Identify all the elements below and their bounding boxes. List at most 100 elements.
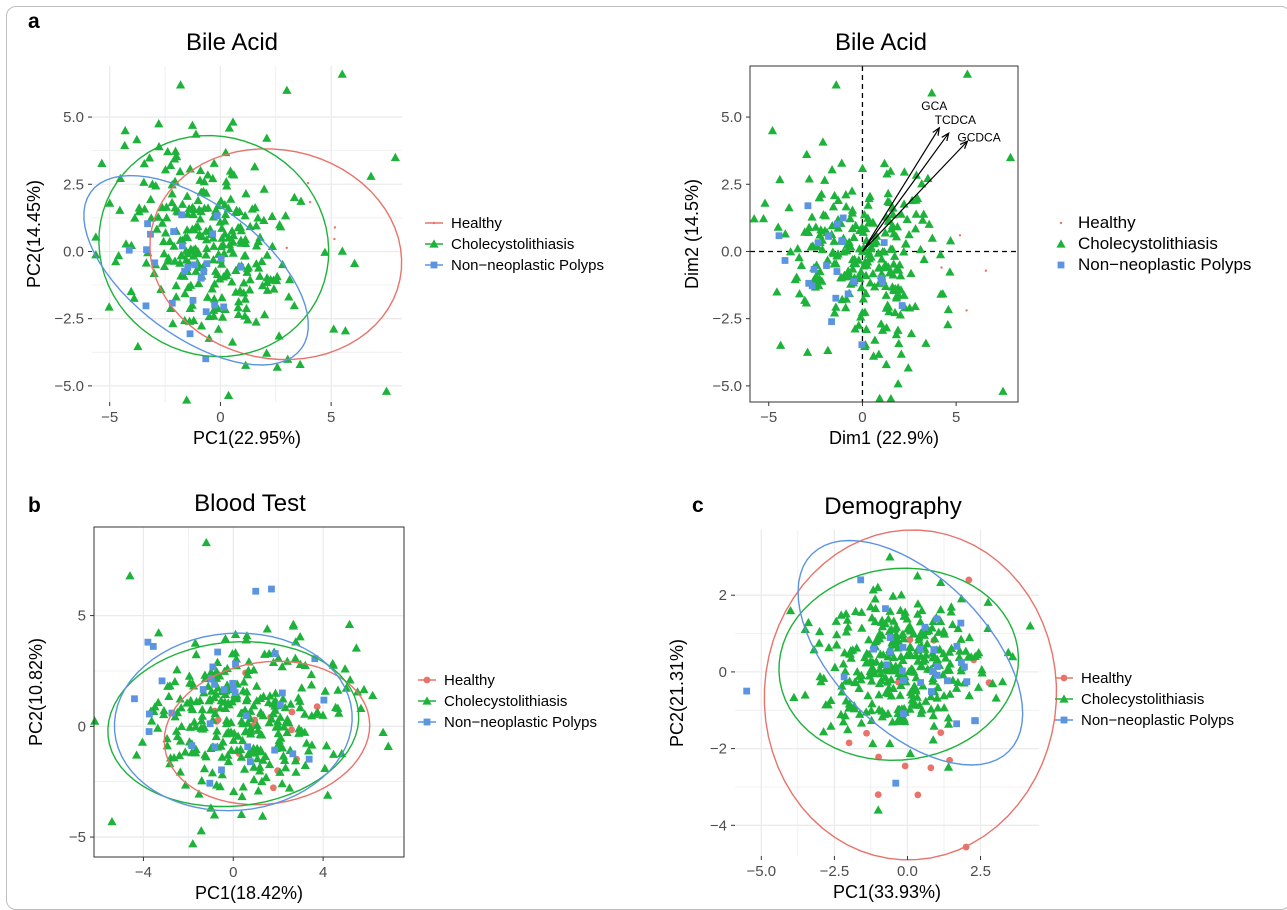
data-point [841,676,851,685]
data-point [286,699,296,708]
data-point [220,634,231,643]
data-point [237,735,248,745]
chart-title: Demography [824,493,961,520]
legend-key-marker [1059,694,1069,703]
data-point [251,317,261,326]
legend-key-marker [1057,261,1065,269]
x-tick-label: 0 [216,409,224,426]
data-point [918,215,928,224]
data-point [295,359,305,369]
data-point [300,727,310,736]
data-point [197,231,207,241]
data-point [944,719,954,728]
data-point [814,193,825,202]
data-point [220,303,228,311]
data-point [236,238,246,247]
data-point [890,284,900,293]
data-point [220,209,231,219]
data-point [946,607,956,616]
data-point [255,762,265,771]
data-point [868,217,878,227]
loading-label: GCDCA [957,130,1000,144]
data-point [833,249,843,258]
data-point [270,705,281,714]
data-point [272,362,282,371]
data-point [828,247,838,256]
data-point [866,705,876,715]
data-point [841,609,851,618]
data-point [197,711,208,720]
data-point [383,741,393,750]
data-point [139,159,149,168]
data-point [857,163,868,173]
loading-arrowhead [932,126,941,136]
data-point [235,285,245,295]
data-point [201,752,211,761]
data-point [888,203,898,212]
legend-key-marker [1060,716,1068,724]
data-point [228,735,239,744]
data-point [870,594,880,603]
data-point [183,209,193,218]
data-point [873,582,883,591]
data-point [821,700,831,709]
data-point [203,170,213,179]
data-point [913,656,923,665]
data-point [807,212,817,221]
data-point [185,303,195,313]
data-point [886,394,896,403]
data-point [282,656,292,665]
data-point [239,677,249,686]
data-point [181,267,189,275]
data-point [804,202,812,210]
data-point [883,652,893,661]
data-point [227,226,237,235]
data-point [933,703,943,712]
data-point [820,175,830,184]
data-point [889,229,899,238]
data-point [883,661,891,669]
data-point [145,728,153,735]
data-point [794,252,804,262]
data-point [250,162,260,171]
data-point [177,199,188,208]
data-point [217,292,227,302]
data-point [874,349,884,358]
data-point [140,204,150,213]
x-tick-label: 2.5 [970,863,991,880]
data-point [951,683,962,692]
data-point [255,271,265,280]
data-point [251,241,262,250]
data-point [209,158,219,167]
data-point [188,209,198,219]
data-point [233,731,243,740]
data-point [815,266,825,276]
data-point [242,263,253,273]
data-point [223,390,234,399]
data-point [938,670,948,679]
data-point [210,708,220,717]
data-point [252,587,260,595]
data-point [260,751,271,761]
data-point [884,683,894,692]
data-point [237,791,247,801]
data-point [828,318,835,326]
data-point [302,738,312,747]
data-point [875,629,885,638]
data-point [231,692,242,701]
data-point [800,690,810,699]
data-point [185,722,195,731]
data-point [214,648,222,656]
data-point [831,302,841,311]
data-point [178,242,186,250]
data-point [954,652,964,662]
data-point [180,780,191,789]
data-point [241,189,251,198]
data-point [898,655,908,664]
data-point [268,585,275,593]
data-point [906,650,916,659]
data-point [233,222,243,232]
data-point [889,259,899,268]
data-point [829,308,840,317]
data-point [880,239,888,246]
